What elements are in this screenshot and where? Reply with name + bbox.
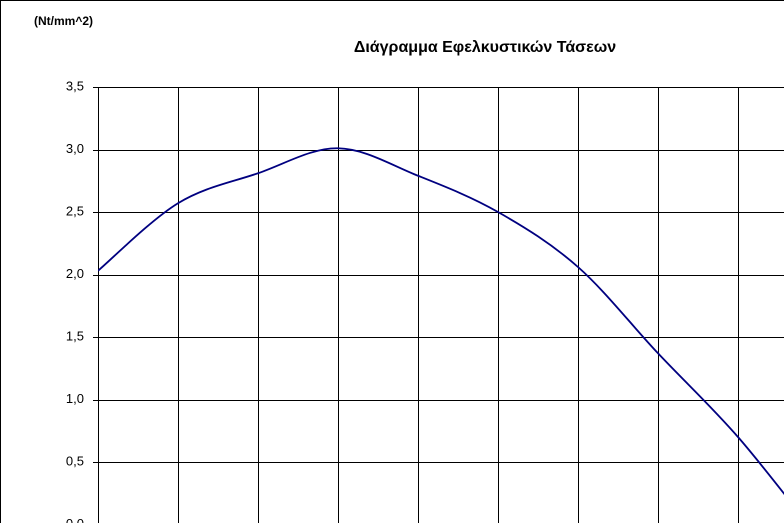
y-tick-label: 1,0 [66, 391, 84, 406]
y-tick-label: 0,0 [66, 516, 84, 523]
chart-title: Διάγραμμα Εφελκυστικών Τάσεων [354, 39, 616, 56]
y-tick-label: 0,5 [66, 453, 84, 468]
y-axis-label: (Nt/mm^2) [34, 14, 93, 28]
y-tick-label: 2,5 [66, 203, 84, 218]
y-tick-label: 3,5 [66, 78, 84, 93]
line-series [98, 147, 784, 495]
y-tick-label: 3,0 [66, 141, 84, 156]
y-tick-label: 1,5 [66, 328, 84, 343]
plot-area [98, 147, 784, 495]
y-tick-label: 2,0 [66, 266, 84, 281]
